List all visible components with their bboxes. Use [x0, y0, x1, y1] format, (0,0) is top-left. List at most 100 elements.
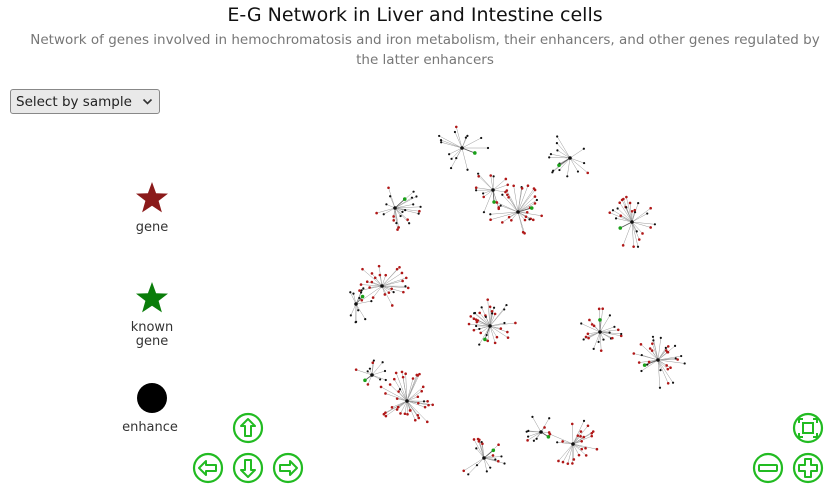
gene-node[interactable]: [637, 238, 641, 241]
gene-node[interactable]: [601, 307, 604, 311]
gene-node[interactable]: [625, 195, 628, 199]
enhancer-node[interactable]: [664, 346, 667, 349]
enhancer-node[interactable]: [352, 292, 355, 295]
gene-node[interactable]: [420, 389, 423, 393]
enhancer-node[interactable]: [370, 300, 373, 303]
hub-node[interactable]: [516, 210, 520, 214]
enhancer-node[interactable]: [455, 156, 458, 160]
gene-node[interactable]: [595, 447, 599, 451]
enhancer-node[interactable]: [683, 362, 686, 365]
gene-node[interactable]: [384, 392, 387, 395]
enhancer-node[interactable]: [532, 439, 535, 442]
gene-node[interactable]: [403, 412, 407, 416]
enhancer-node[interactable]: [372, 359, 375, 362]
enhancer-node[interactable]: [503, 321, 506, 325]
known-gene-node[interactable]: [557, 163, 561, 168]
gene-node[interactable]: [630, 209, 634, 213]
enhancer-node[interactable]: [673, 344, 677, 347]
gene-node[interactable]: [591, 430, 595, 433]
gene-node[interactable]: [592, 324, 596, 328]
enhancer-node[interactable]: [503, 308, 506, 311]
gene-node[interactable]: [370, 280, 374, 284]
gene-node[interactable]: [497, 207, 501, 211]
gene-node[interactable]: [501, 221, 504, 224]
enhancer-node[interactable]: [611, 209, 615, 212]
gene-node[interactable]: [514, 321, 517, 325]
gene-node[interactable]: [495, 201, 499, 204]
gene-node[interactable]: [488, 305, 492, 309]
hub-node[interactable]: [482, 456, 486, 460]
gene-node[interactable]: [361, 267, 364, 271]
gene-node[interactable]: [375, 211, 378, 215]
enhancer-node[interactable]: [415, 195, 418, 198]
enhancer-node[interactable]: [640, 353, 643, 357]
gene-node[interactable]: [666, 345, 670, 348]
gene-node[interactable]: [496, 459, 500, 463]
hub-node[interactable]: [460, 146, 464, 150]
hub-node[interactable]: [393, 206, 397, 210]
gene-node[interactable]: [371, 361, 375, 364]
gene-node[interactable]: [586, 424, 590, 428]
gene-node[interactable]: [580, 447, 584, 451]
enhancer-node[interactable]: [485, 470, 488, 473]
enhancer-node[interactable]: [478, 343, 481, 346]
gene-node[interactable]: [650, 349, 654, 352]
gene-node[interactable]: [577, 453, 581, 457]
enhancer-node[interactable]: [674, 357, 677, 360]
nav-left-button[interactable]: [192, 452, 224, 484]
gene-node[interactable]: [641, 232, 644, 235]
gene-node[interactable]: [632, 245, 635, 248]
enhancer-node[interactable]: [480, 136, 483, 140]
gene-node[interactable]: [561, 440, 564, 443]
gene-node[interactable]: [504, 177, 508, 181]
enhancer-node[interactable]: [354, 321, 357, 324]
hub-node[interactable]: [488, 324, 492, 328]
gene-node[interactable]: [649, 206, 652, 210]
gene-node[interactable]: [418, 209, 421, 213]
gene-node[interactable]: [366, 383, 370, 386]
nav-right-button[interactable]: [272, 452, 304, 484]
gene-node[interactable]: [486, 339, 490, 343]
enhancer-node[interactable]: [556, 135, 559, 138]
hub-node[interactable]: [380, 284, 384, 288]
gene-node[interactable]: [632, 352, 636, 355]
enhancer-node[interactable]: [625, 206, 628, 209]
gene-node[interactable]: [590, 431, 594, 435]
gene-node[interactable]: [533, 195, 537, 198]
gene-node[interactable]: [490, 309, 494, 313]
enhancer-node[interactable]: [549, 153, 553, 156]
enhancer-node[interactable]: [422, 400, 426, 403]
enhancer-node[interactable]: [653, 223, 656, 226]
enhancer-node[interactable]: [489, 213, 492, 216]
gene-node[interactable]: [416, 414, 420, 417]
gene-node[interactable]: [533, 202, 537, 205]
gene-node[interactable]: [390, 406, 394, 409]
gene-node[interactable]: [548, 432, 552, 436]
gene-node[interactable]: [360, 298, 364, 302]
gene-node[interactable]: [495, 335, 499, 339]
gene-node[interactable]: [477, 174, 480, 178]
gene-node[interactable]: [628, 201, 632, 205]
enhancer-node[interactable]: [382, 213, 385, 216]
gene-node[interactable]: [499, 327, 503, 330]
enhancer-node[interactable]: [410, 196, 414, 199]
enhancer-node[interactable]: [556, 441, 559, 444]
enhancer-node[interactable]: [383, 369, 387, 373]
gene-node[interactable]: [406, 286, 410, 290]
gene-node[interactable]: [665, 364, 668, 367]
known-gene-node[interactable]: [473, 151, 477, 155]
gene-node[interactable]: [402, 290, 405, 294]
enhancer-node[interactable]: [359, 291, 363, 294]
gene-node[interactable]: [580, 439, 583, 443]
gene-node[interactable]: [561, 460, 565, 464]
zoom-extent-button[interactable]: [792, 412, 824, 444]
gene-node[interactable]: [400, 370, 404, 374]
gene-node[interactable]: [540, 214, 543, 218]
gene-node[interactable]: [571, 462, 574, 465]
enhancer-node[interactable]: [453, 130, 457, 134]
enhancer-node[interactable]: [527, 435, 530, 438]
gene-node[interactable]: [417, 416, 421, 420]
gene-node[interactable]: [399, 412, 402, 415]
gene-node[interactable]: [395, 267, 399, 271]
